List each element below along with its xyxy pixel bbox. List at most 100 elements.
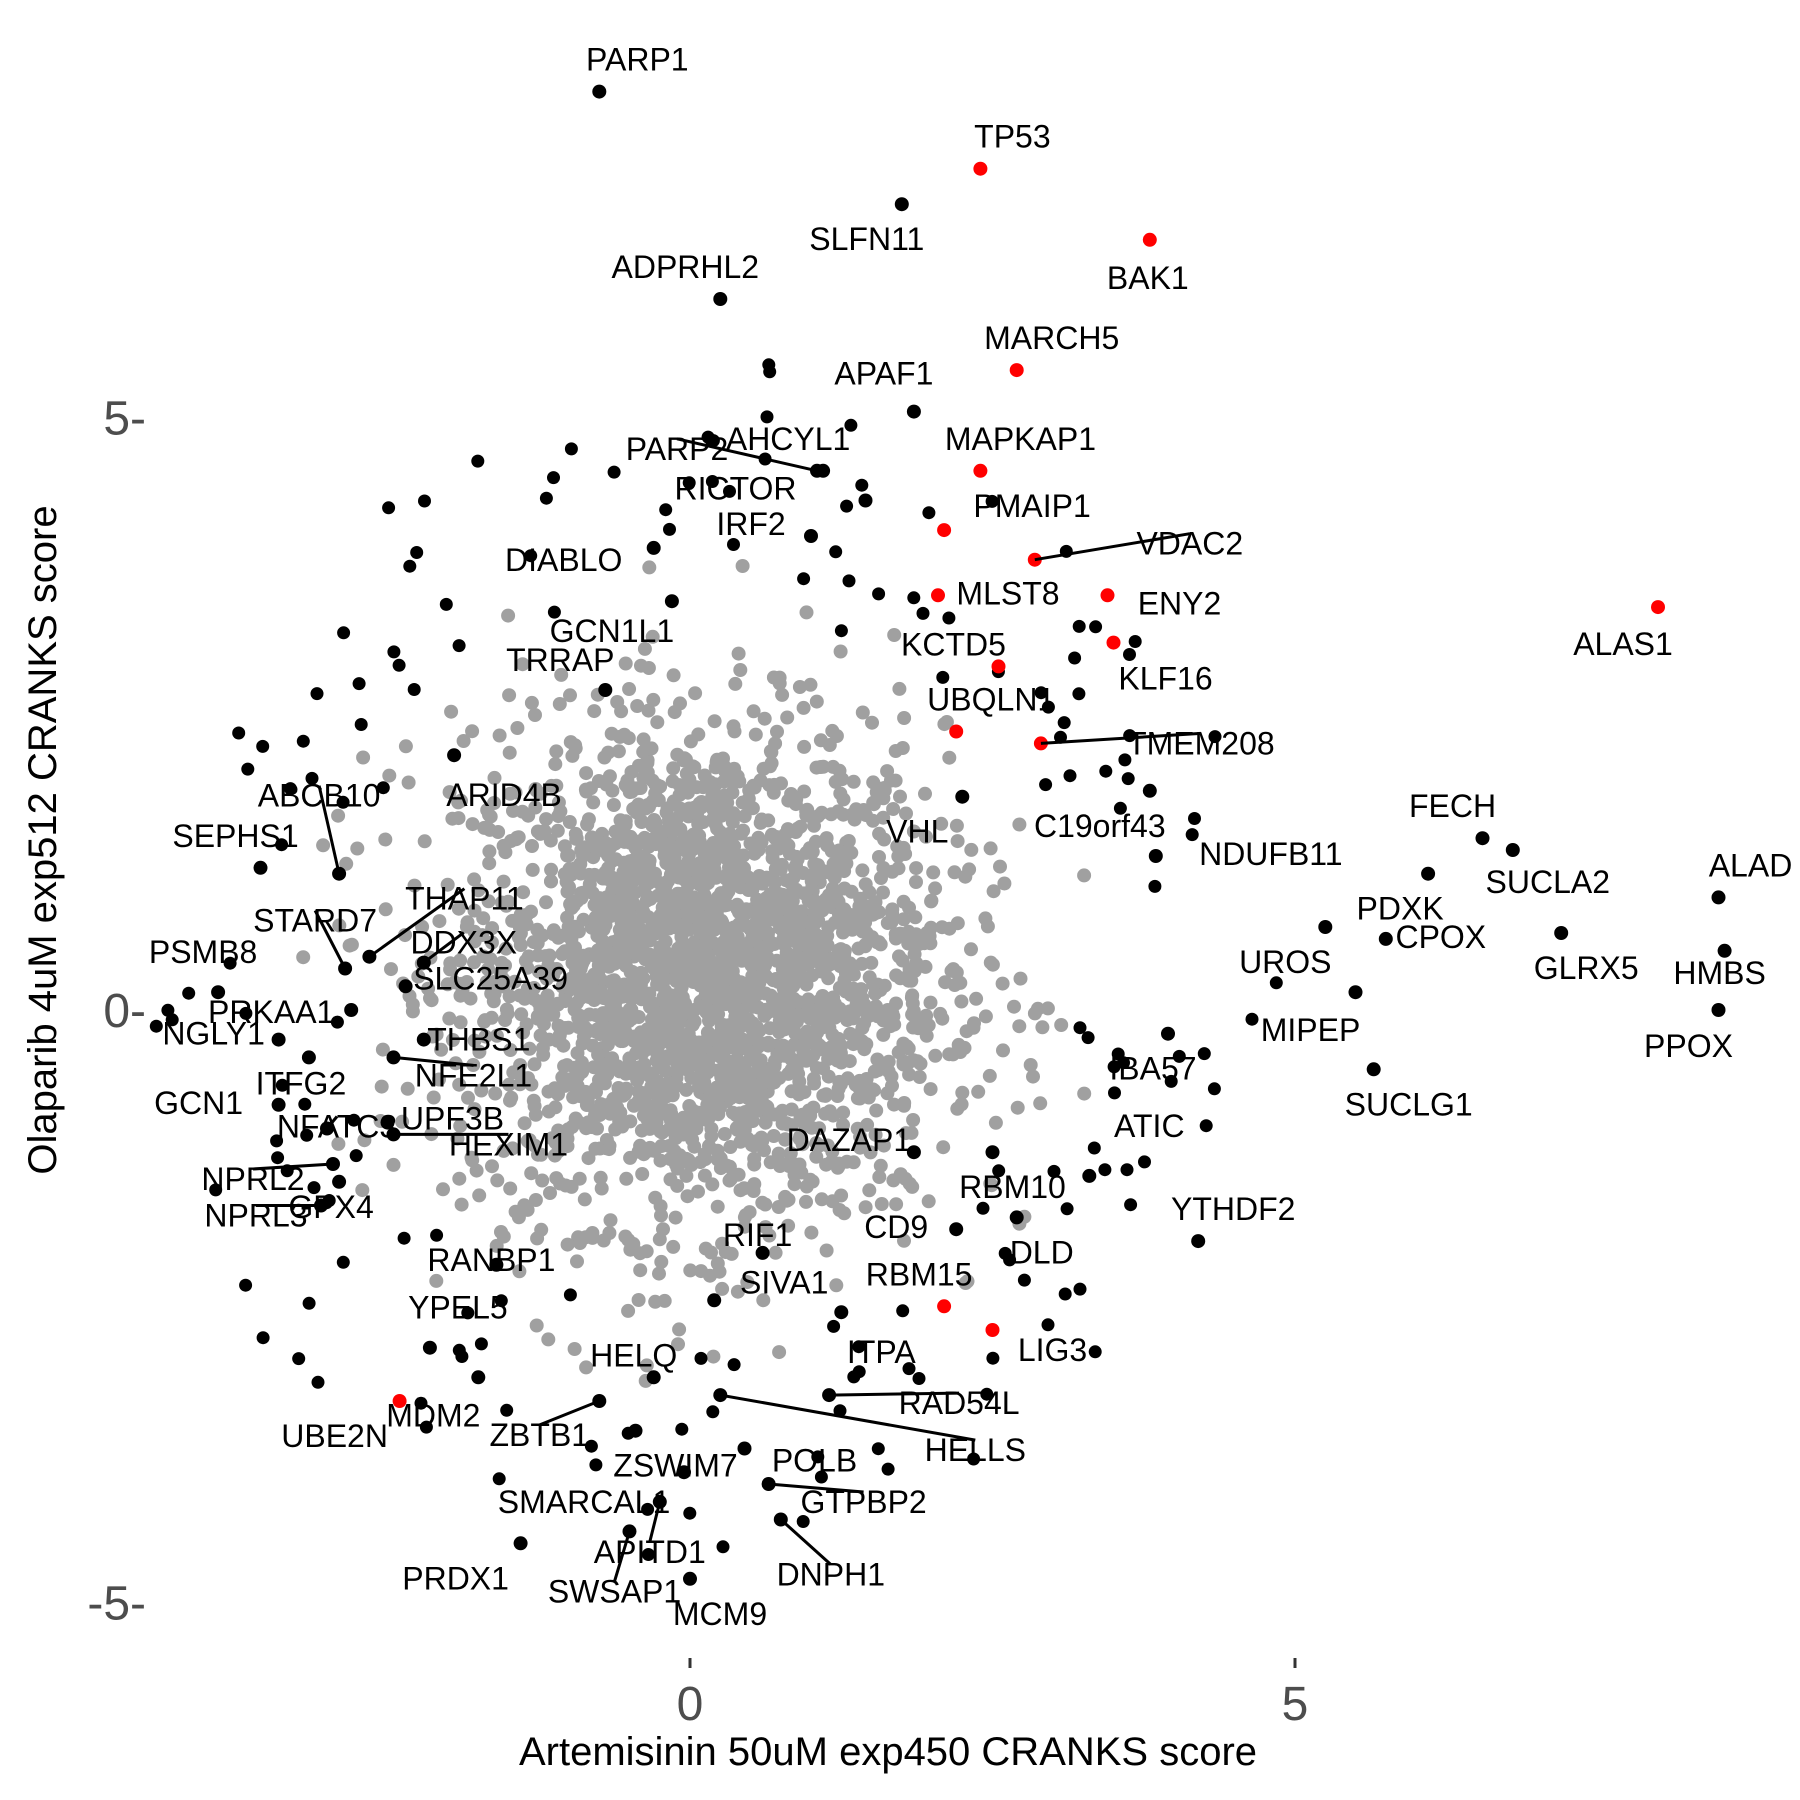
significant-point (607, 465, 621, 479)
background-point (796, 1044, 811, 1059)
background-point (400, 1081, 415, 1096)
background-point (614, 704, 629, 719)
background-point (833, 644, 848, 659)
background-point (713, 963, 728, 978)
background-point (679, 1082, 694, 1097)
background-point (434, 1042, 449, 1057)
background-point (899, 806, 913, 821)
background-point (818, 1106, 833, 1121)
background-point (683, 1263, 698, 1278)
background-point (727, 839, 742, 854)
background-point (937, 717, 952, 732)
background-point (644, 741, 659, 756)
significant-point (239, 1006, 253, 1020)
background-point (960, 1274, 975, 1289)
background-point (876, 1138, 891, 1153)
background-point (736, 823, 751, 838)
background-point (814, 964, 829, 979)
label-dnph1: DNPH1 (777, 1557, 885, 1593)
background-point (501, 894, 516, 909)
label-siva1: SIVA1 (740, 1264, 828, 1300)
background-point (525, 839, 539, 853)
background-point (858, 1200, 873, 1215)
significant-point (881, 1462, 895, 1476)
significant-point (410, 546, 424, 559)
background-point (596, 948, 610, 962)
background-point (641, 661, 656, 675)
background-point (664, 825, 679, 840)
significant-point (1072, 687, 1086, 701)
point-ypel5 (422, 1340, 437, 1355)
background-point (632, 834, 647, 849)
background-point (919, 1028, 934, 1043)
background-point (830, 1053, 845, 1068)
background-point (467, 1102, 482, 1117)
background-point (638, 952, 653, 967)
background-point (615, 1119, 630, 1134)
background-point (633, 1263, 648, 1278)
background-point (561, 973, 576, 988)
background-point (739, 985, 754, 1000)
point-dld (1009, 1210, 1024, 1225)
background-point (395, 1114, 410, 1129)
significant-point (727, 538, 740, 551)
label-alas1: ALAS1 (1573, 626, 1673, 662)
connector-ddx3x (422, 931, 465, 964)
background-point (725, 785, 740, 800)
background-point (747, 1029, 762, 1044)
background-point (662, 812, 676, 827)
significant-point (547, 471, 560, 485)
background-point (501, 608, 516, 623)
label-gtpbp2: GTPBP2 (800, 1484, 926, 1520)
background-point (677, 751, 692, 766)
label-rbm15: RBM15 (866, 1256, 973, 1292)
label-alad: ALAD (1709, 847, 1793, 883)
background-point (496, 874, 511, 889)
background-point (648, 1190, 663, 1205)
background-point (749, 839, 763, 854)
background-point (465, 817, 480, 832)
background-point (524, 1166, 539, 1181)
background-point (551, 1123, 566, 1138)
y-tick-label: 5- (103, 393, 146, 446)
background-point (985, 957, 1000, 972)
background-point (826, 759, 841, 774)
background-point (621, 1303, 636, 1318)
background-point (946, 1047, 960, 1062)
background-point (654, 973, 668, 988)
background-point (516, 885, 531, 900)
significant-point (270, 1134, 284, 1148)
significant-point (455, 1350, 469, 1363)
background-point (854, 956, 869, 971)
background-point (1040, 1001, 1055, 1016)
background-point (705, 789, 720, 803)
background-point (479, 975, 494, 990)
significant-point (418, 494, 431, 508)
label-tmem208: TMEM208 (1127, 725, 1275, 761)
background-point (585, 1038, 600, 1053)
background-point (687, 800, 702, 815)
background-point (671, 1337, 685, 1352)
background-point (759, 891, 774, 906)
background-point (888, 927, 903, 942)
label-ypel5: YPEL5 (408, 1290, 508, 1326)
background-point (666, 761, 681, 776)
background-point (698, 1152, 713, 1167)
label-hells: HELLS (925, 1432, 1026, 1468)
background-point (687, 965, 702, 980)
background-point (520, 1133, 535, 1148)
background-point (874, 871, 888, 885)
background-point (603, 1213, 618, 1228)
background-point (316, 838, 331, 853)
background-point (1012, 1019, 1027, 1034)
background-point (646, 996, 660, 1011)
label-nprl3: NPRL3 (204, 1198, 307, 1234)
background-point (629, 1046, 644, 1061)
background-point (513, 1058, 528, 1073)
background-point (572, 1171, 587, 1186)
label-rictor: RICTOR (674, 471, 796, 507)
background-point (445, 1033, 460, 1047)
background-point (862, 1082, 877, 1096)
background-point (702, 936, 717, 951)
background-point (760, 1099, 775, 1114)
